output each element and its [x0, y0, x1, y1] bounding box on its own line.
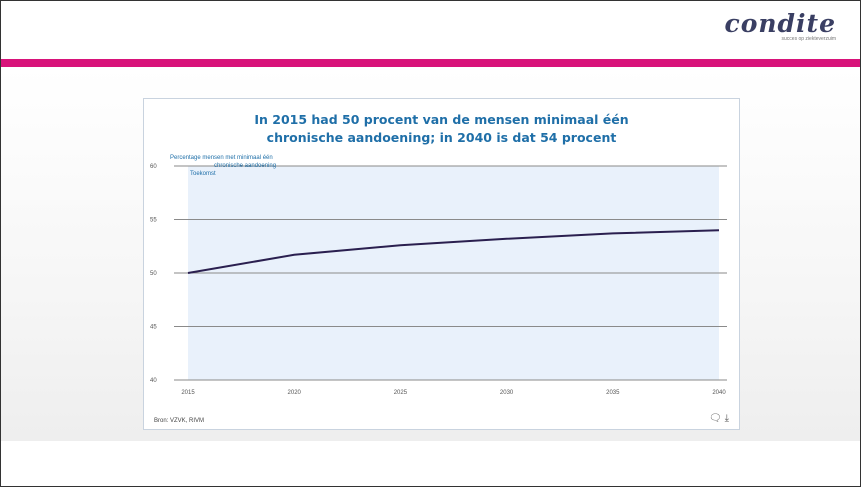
logo-tagline: succes op ziekteverzuim — [781, 36, 836, 42]
x-tick-label: 2020 — [288, 390, 302, 396]
x-tick-label: 2030 — [500, 390, 514, 396]
chart-panel: 60 55 50 45 40 2015 2020 2025 2030 2035 2040 Percen… — [143, 98, 740, 430]
chart-title-line2: chronische aandoening; in 2040 is dat 54… — [266, 130, 617, 145]
x-tick-label: 2040 — [712, 390, 726, 396]
accent-bar — [1, 59, 860, 67]
chart-title-line1: In 2015 had 50 procent van de mensen min… — [254, 112, 629, 127]
chart-tools: 🗨 ⤓ — [706, 413, 729, 424]
y-tick-label: 45 — [150, 325, 157, 331]
header: condite succes op ziekteverzuim — [1, 1, 860, 59]
chart-source: Bron: VZVK, RIVM — [154, 418, 205, 424]
x-tick-label: 2025 — [394, 390, 408, 396]
y-tick-label: 55 — [150, 218, 157, 224]
y-tick-label: 60 — [150, 164, 157, 170]
line-chart: 60 55 50 45 40 2015 2020 2025 2030 2035 2040 Percen… — [150, 155, 727, 396]
footer-strip — [1, 441, 860, 486]
brand-logo: condite succes op ziekteverzuim — [724, 9, 836, 42]
y-axis-label-line2: chronische aandoening — [214, 163, 276, 169]
comment-icon[interactable]: 🗨 — [708, 413, 722, 424]
y-tick-label: 40 — [150, 378, 157, 384]
x-tick-label: 2035 — [606, 390, 620, 396]
logo-wordmark: condite — [724, 9, 836, 38]
series-line — [187, 229, 720, 274]
x-tick-label: 2015 — [181, 390, 195, 396]
y-tick-label: 50 — [150, 271, 157, 277]
y-axis-label-line1: Percentage mensen met minimaal één — [170, 155, 273, 161]
download-icon[interactable]: ⤓ — [724, 413, 729, 424]
legend-label: Toekomst — [190, 171, 216, 177]
chart-title: In 2015 had 50 procent van de mensen min… — [144, 111, 739, 147]
